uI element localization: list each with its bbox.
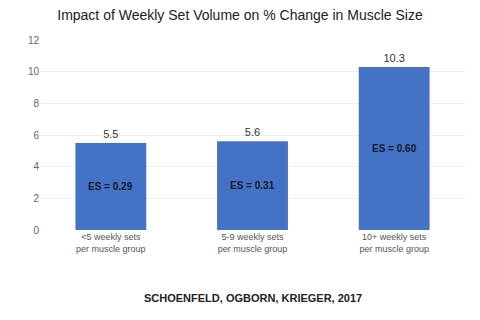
svg-text:5.6: 5.6 xyxy=(245,126,260,138)
svg-text:10+ weekly setsper muscle grou: 10+ weekly setsper muscle group xyxy=(359,232,429,254)
svg-text:8: 8 xyxy=(33,98,39,109)
svg-text:6: 6 xyxy=(33,130,39,141)
svg-text:10: 10 xyxy=(28,66,40,77)
svg-text:SCHOENFELD, OGBORN, KRIEGER, 2: SCHOENFELD, OGBORN, KRIEGER, 2017 xyxy=(144,292,362,304)
svg-text:0: 0 xyxy=(33,225,39,236)
svg-text:Impact of Weekly Set Volume on: Impact of Weekly Set Volume on % Change … xyxy=(57,7,423,23)
svg-text:2: 2 xyxy=(33,193,39,204)
svg-text:12: 12 xyxy=(28,35,40,46)
svg-text:ES = 0.31: ES = 0.31 xyxy=(230,180,275,191)
svg-text:ES = 0.60: ES = 0.60 xyxy=(372,143,417,154)
svg-text:5-9 weekly setsper muscle grou: 5-9 weekly setsper muscle group xyxy=(218,232,288,254)
svg-text:10.3: 10.3 xyxy=(383,52,404,64)
svg-text:<5 weekly setsper muscle group: <5 weekly setsper muscle group xyxy=(76,232,146,254)
svg-text:4: 4 xyxy=(33,161,39,172)
svg-text:5.5: 5.5 xyxy=(103,128,118,140)
svg-text:ES = 0.29: ES = 0.29 xyxy=(88,181,133,192)
